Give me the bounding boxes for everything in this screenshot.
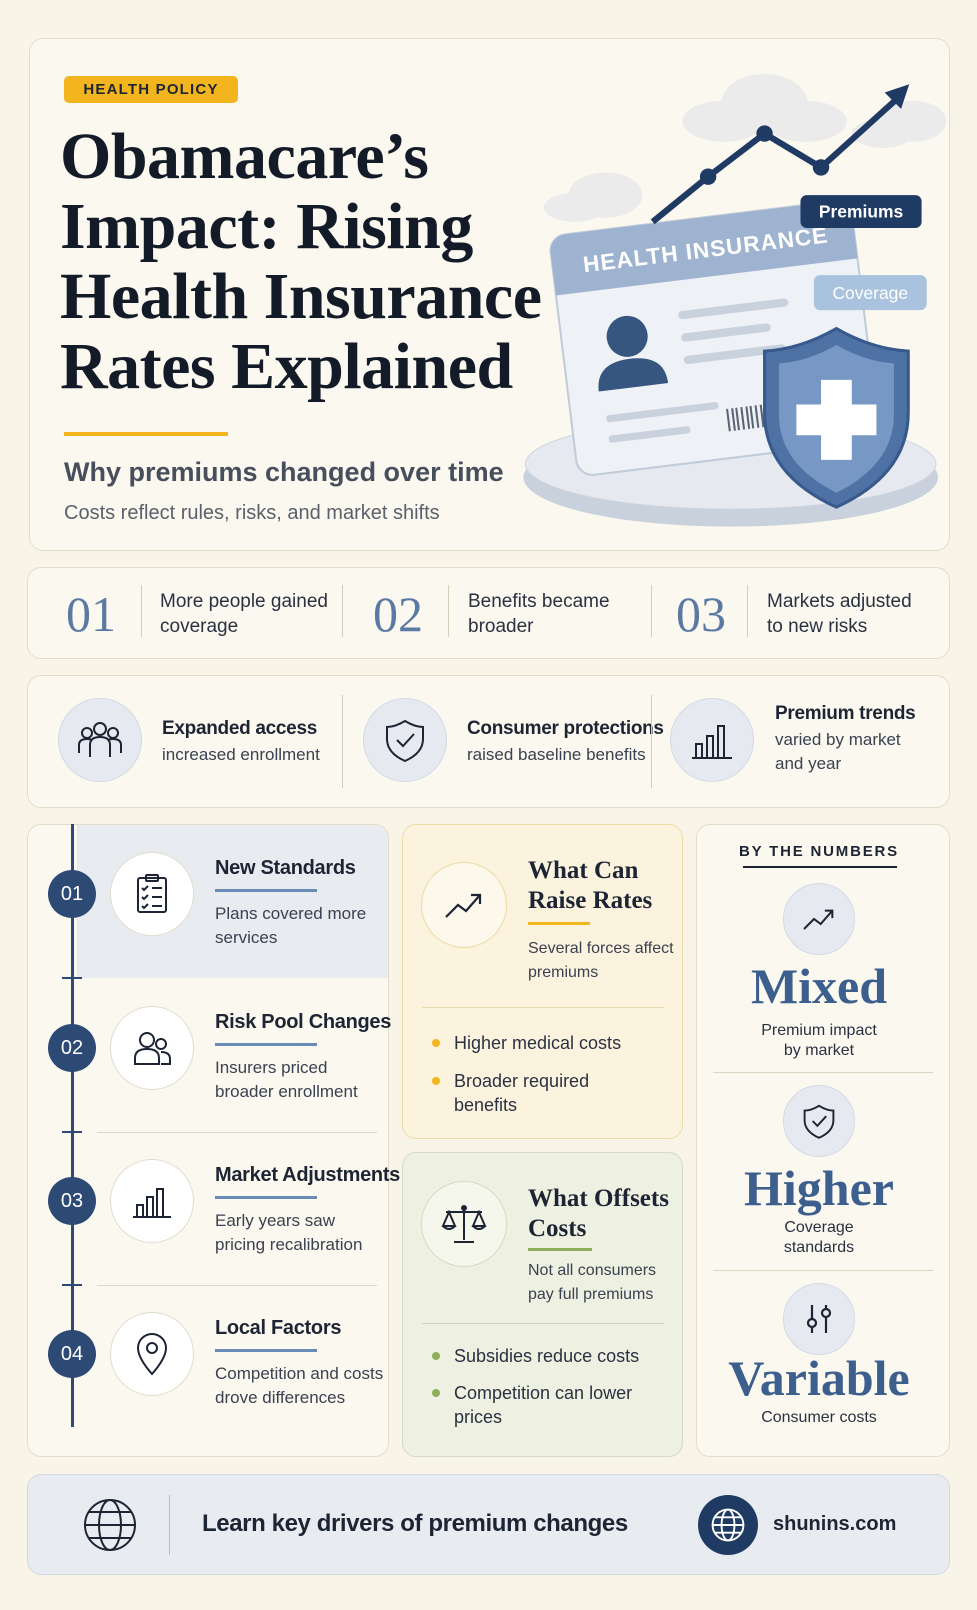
divider bbox=[342, 695, 343, 788]
timeline-number: 04 bbox=[48, 1330, 96, 1378]
divider bbox=[422, 1323, 664, 1324]
icon-people bbox=[58, 698, 142, 782]
icon-trend bbox=[421, 862, 507, 948]
bullet-text: Subsidies reduce costs bbox=[454, 1346, 640, 1366]
box-title: What Offsets Costs bbox=[528, 1185, 669, 1242]
timeline-tick bbox=[62, 1284, 82, 1286]
bullet-text: Competition can lower prices bbox=[454, 1383, 633, 1427]
timeline-number: 03 bbox=[48, 1177, 96, 1225]
highlights-card bbox=[27, 675, 950, 808]
icon-bars bbox=[110, 1159, 194, 1243]
illustration: HEALTH INSURANCE Premiums Coverage bbox=[523, 74, 947, 527]
timeline-tick bbox=[62, 1131, 82, 1133]
timeline-title: Local Factors bbox=[215, 1317, 342, 1339]
icon-sliders bbox=[783, 1283, 855, 1355]
title-underline bbox=[528, 922, 590, 925]
title-line: Health Insurance bbox=[60, 260, 542, 333]
timeline-title: Market Adjustments bbox=[215, 1164, 401, 1186]
step-number: 03 bbox=[676, 586, 726, 642]
timeline-number: 02 bbox=[48, 1024, 96, 1072]
title-underline bbox=[215, 1196, 317, 1199]
divider bbox=[448, 585, 449, 637]
accent-rule bbox=[64, 432, 228, 436]
divider bbox=[651, 695, 652, 788]
footer-text: Learn key drivers of premium changes bbox=[202, 1510, 628, 1537]
timeline-line bbox=[71, 824, 74, 1427]
bullet-dot bbox=[432, 1389, 440, 1397]
footer-card bbox=[27, 1474, 950, 1575]
box-subtitle: Not all consumers pay full premiums bbox=[528, 1262, 657, 1303]
tag-label: Premiums bbox=[819, 202, 903, 222]
divider bbox=[97, 1132, 377, 1133]
step-text: More people gained coverage bbox=[160, 591, 328, 637]
timeline-text: Competition and costs drove differences bbox=[215, 1364, 384, 1407]
divider bbox=[747, 585, 748, 637]
highlight-title: Consumer protections bbox=[467, 718, 664, 739]
timeline-text: Early years saw pricing recalibration bbox=[215, 1211, 363, 1254]
highlight-title: Premium trends bbox=[775, 703, 916, 724]
divider bbox=[651, 585, 652, 637]
stat-value: Higher bbox=[744, 1160, 894, 1216]
icon-pin bbox=[110, 1312, 194, 1396]
timeline-text: Insurers priced broader enrollment bbox=[215, 1058, 358, 1101]
title-underline bbox=[215, 1349, 317, 1352]
bullet-dot bbox=[432, 1077, 440, 1085]
timeline-title: Risk Pool Changes bbox=[215, 1011, 392, 1033]
icon-scale bbox=[421, 1181, 507, 1267]
title-underline bbox=[215, 1043, 317, 1046]
divider bbox=[97, 1285, 377, 1286]
divider bbox=[141, 585, 142, 637]
site-icon bbox=[698, 1495, 758, 1555]
title-underline bbox=[215, 889, 317, 892]
icon-trend bbox=[783, 883, 855, 955]
heading-underline bbox=[743, 866, 897, 868]
timeline-tick bbox=[62, 977, 82, 979]
timeline-text: Plans covered more services bbox=[215, 904, 367, 947]
divider bbox=[422, 1007, 664, 1008]
box-subtitle: Several forces affect premiums bbox=[528, 940, 674, 981]
site-link[interactable]: shunins.com bbox=[773, 1513, 897, 1535]
description: Costs reflect rules, risks, and market s… bbox=[64, 502, 440, 524]
stat-label: Premium impact by market bbox=[761, 1022, 877, 1059]
icon-bars bbox=[670, 698, 754, 782]
highlight-text: varied by market and year bbox=[775, 730, 901, 773]
box-title: What Can Raise Rates bbox=[528, 857, 653, 914]
icon-globe bbox=[84, 1499, 136, 1551]
divider bbox=[713, 1072, 933, 1073]
bullet-dot bbox=[432, 1039, 440, 1047]
divider bbox=[713, 1270, 933, 1271]
step-text: Benefits became broader bbox=[468, 591, 610, 637]
timeline-number: 01 bbox=[48, 870, 96, 918]
timeline-title: New Standards bbox=[215, 857, 356, 879]
bullet-text: Higher medical costs bbox=[454, 1033, 622, 1053]
subtitle: Why premiums changed over time bbox=[64, 457, 504, 487]
highlight-title: Expanded access bbox=[162, 718, 317, 739]
bullet-dot bbox=[432, 1352, 440, 1360]
tag-label: Coverage bbox=[832, 283, 908, 303]
title-line: Rates Explained bbox=[60, 330, 513, 403]
step-number: 01 bbox=[66, 586, 116, 642]
numbers-heading: BY THE NUMBERS bbox=[739, 843, 899, 860]
stat-label: Coverage standards bbox=[783, 1219, 855, 1256]
stat-value: Mixed bbox=[750, 958, 888, 1014]
highlight-text: increased enrollment bbox=[162, 745, 320, 764]
category-tag: HEALTH POLICY bbox=[64, 76, 238, 103]
step-number: 02 bbox=[373, 586, 423, 642]
icon-people bbox=[110, 1006, 194, 1090]
highlight-text: raised baseline benefits bbox=[467, 745, 646, 764]
bullet-text: Broader required benefits bbox=[454, 1071, 590, 1115]
stat-value: Variable bbox=[728, 1350, 910, 1406]
steps-card bbox=[27, 567, 950, 659]
divider bbox=[342, 585, 343, 637]
title-line: Obamacare’s bbox=[60, 120, 429, 193]
icon-shield bbox=[363, 698, 447, 782]
stat-label: Consumer costs bbox=[761, 1409, 877, 1426]
title-underline bbox=[528, 1248, 592, 1251]
icon-clipboard bbox=[110, 852, 194, 936]
title-line: Impact: Rising bbox=[60, 190, 473, 263]
icon-shield bbox=[783, 1085, 855, 1157]
divider bbox=[169, 1495, 170, 1555]
step-text: Markets adjusted to new risks bbox=[767, 591, 912, 637]
